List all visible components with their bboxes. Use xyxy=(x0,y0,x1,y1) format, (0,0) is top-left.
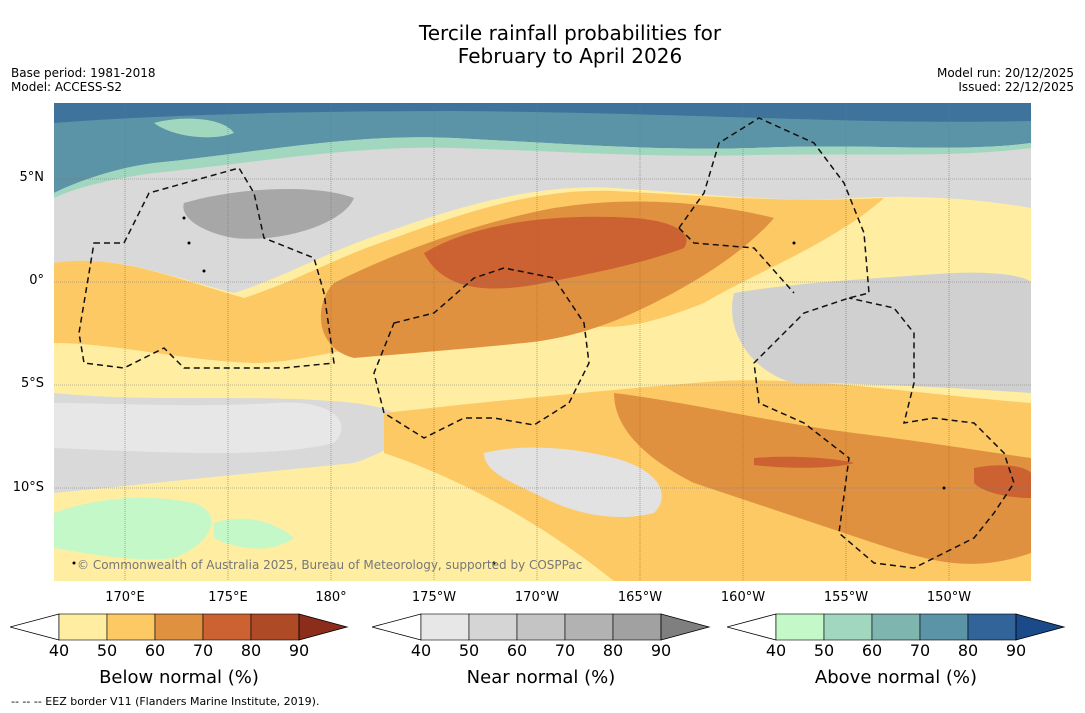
above-normal-band-70 xyxy=(54,103,1031,193)
eez-kiribati-phoenix xyxy=(373,267,590,439)
above-tick-80: 80 xyxy=(957,641,979,660)
colorbar-above-bin-50 xyxy=(823,613,873,641)
above-normal-south-patch xyxy=(214,518,294,549)
below-tick-60: 60 xyxy=(144,641,166,660)
graticule xyxy=(54,103,1031,581)
colorbar-near-title: Near normal (%) xyxy=(466,667,616,688)
lon-label-170e: 170°E xyxy=(105,590,145,605)
colorbar-above-title: Above normal (%) xyxy=(814,667,978,688)
below-tick-70: 70 xyxy=(192,641,214,660)
below-normal-70-patch-mid xyxy=(754,456,854,468)
above-normal-patch xyxy=(154,118,234,138)
colorbar-near-min-arrow xyxy=(372,613,422,641)
colorbar-below-title: Below normal (%) xyxy=(99,667,259,688)
colorbar-near-max-arrow xyxy=(660,613,711,641)
colorbar-above-bin-40 xyxy=(775,613,825,641)
colorbar-above-min-arrow xyxy=(727,613,777,641)
colorbar-below-bin-60 xyxy=(154,613,204,641)
lon-label-150w: 150°W xyxy=(926,590,972,605)
below-tick-80: 80 xyxy=(240,641,262,660)
below-normal-70-patch-east xyxy=(974,465,1031,498)
near-normal-dark-patch xyxy=(183,188,354,239)
map-title: Tercile rainfall probabilities for Febru… xyxy=(0,22,1085,68)
above-normal-southwest-patch xyxy=(54,497,212,560)
above-normal-band-80 xyxy=(54,103,1031,123)
colorbar-below-bin-50 xyxy=(106,613,156,641)
below-tick-50: 50 xyxy=(96,641,118,660)
lat-label-5n: 5°N xyxy=(19,170,45,185)
colorbar-above-bin-80 xyxy=(967,613,1017,641)
colorbar-below-max-arrow xyxy=(298,613,349,641)
lon-label-175e: 175°E xyxy=(208,590,248,605)
near-tick-90: 90 xyxy=(650,641,672,660)
colorbar-near-bin-60 xyxy=(516,613,566,641)
below-tick-90: 90 xyxy=(288,641,310,660)
above-tick-60: 60 xyxy=(861,641,883,660)
islands xyxy=(72,216,946,565)
colorbar-below-bin-40 xyxy=(58,613,108,641)
lon-label-155w: 155°W xyxy=(823,590,869,605)
colorbar-above-bin-60 xyxy=(871,613,921,641)
issued-date: Issued: 22/12/2025 xyxy=(958,80,1074,94)
above-tick-70: 70 xyxy=(909,641,931,660)
base-period: Base period: 1981-2018 xyxy=(11,66,156,80)
rainfall-probability-map xyxy=(54,103,1031,581)
lat-label-10s: 10°S xyxy=(12,480,44,495)
colorbar-above xyxy=(727,613,1066,641)
meta-left: Base period: 1981-2018 Model: ACCESS-S2 xyxy=(11,66,156,94)
above-tick-50: 50 xyxy=(813,641,835,660)
colorbar-near-bin-70 xyxy=(564,613,614,641)
colorbar-below-bin-80 xyxy=(250,613,300,641)
eez-kiribati-line xyxy=(678,117,1015,569)
near-normal-south-patch xyxy=(484,447,662,518)
above-tick-90: 90 xyxy=(1005,641,1027,660)
lon-label-175w: 175°W xyxy=(411,590,457,605)
title-line-1: Tercile rainfall probabilities for xyxy=(418,21,722,45)
above-normal-band-50 xyxy=(54,137,1031,198)
map-canvas xyxy=(54,103,1031,581)
colorbar-near-bin-80 xyxy=(612,613,662,641)
near-normal-southwest-patch xyxy=(54,402,342,453)
colorbar-above-max-arrow xyxy=(1015,613,1066,641)
colorbar-near xyxy=(372,613,711,641)
eez-borders xyxy=(78,117,1015,569)
lon-label-165w: 165°W xyxy=(617,590,663,605)
lat-label-0: 0° xyxy=(29,273,44,288)
near-tick-80: 80 xyxy=(602,641,624,660)
lon-label-180: 180° xyxy=(315,590,347,605)
near-normal-east-region xyxy=(732,272,1031,393)
below-tick-40: 40 xyxy=(48,641,70,660)
below-normal-60-south xyxy=(614,393,1031,564)
colorbar-near-bin-40 xyxy=(420,613,470,641)
near-tick-40: 40 xyxy=(410,641,432,660)
eez-kiribati-gilbert xyxy=(78,167,335,369)
copyright-credit: © Commonwealth of Australia 2025, Bureau… xyxy=(77,558,583,572)
lon-label-160w: 160°W xyxy=(720,590,766,605)
colorbar-above-bin-70 xyxy=(919,613,969,641)
lon-label-170w: 170°W xyxy=(514,590,560,605)
near-tick-70: 70 xyxy=(554,641,576,660)
eez-footnote: -- -- -- EEZ border V11 (Flanders Marine… xyxy=(11,695,320,708)
meta-right: Model run: 20/12/2025 Issued: 22/12/2025 xyxy=(937,66,1074,94)
near-tick-50: 50 xyxy=(458,641,480,660)
model-run: Model run: 20/12/2025 xyxy=(936,66,1074,80)
lat-label-5s: 5°S xyxy=(20,376,44,391)
title-line-2: February to April 2026 xyxy=(457,44,683,68)
colorbar-near-bin-50 xyxy=(468,613,518,641)
colorbar-below xyxy=(10,613,349,641)
below-normal-70-patch xyxy=(424,216,687,289)
colorbar-below-bin-70 xyxy=(202,613,252,641)
model-name: Model: ACCESS-S2 xyxy=(11,80,123,94)
near-tick-60: 60 xyxy=(506,641,528,660)
above-tick-40: 40 xyxy=(765,641,787,660)
colorbar-below-min-arrow xyxy=(10,613,60,641)
